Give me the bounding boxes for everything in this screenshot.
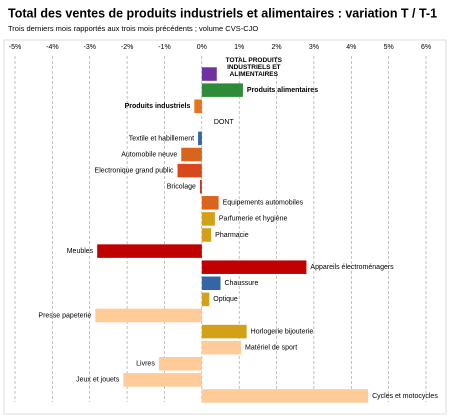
bar [201,67,217,81]
x-tick-label: -3% [84,44,96,51]
bar [201,324,247,339]
bar [201,292,210,307]
category-label: Electronique grand public [95,167,174,174]
bar [181,147,202,162]
x-tick-label: -1% [158,44,170,51]
category-label: Chaussure [225,280,259,287]
category-label: Automobile neuve [121,151,177,158]
bar [201,340,242,355]
category-label: Produits industriels [125,103,191,110]
bar [201,212,215,226]
category-label: Presse papeterie [38,312,91,319]
category-label: Cycles et motocycles [372,393,438,400]
bar [95,308,202,323]
category-label: Jeux et jouets [76,377,120,384]
category-label: Pharmacie [215,232,249,239]
x-tick-label: -4% [46,44,58,51]
x-tick-label: 1% [234,44,244,51]
bar [201,260,307,274]
x-tick-label: 0% [197,44,207,51]
category-label: Optique [213,296,238,303]
x-tick-label: 2% [271,44,281,51]
category-label: DONT [214,119,235,126]
category-label: Livres [136,361,155,368]
bar [201,228,212,242]
category-label: Matériel de sport [245,345,297,352]
bar [201,389,369,403]
x-tick-label: 6% [421,44,431,51]
category-label: Appareils électroménagers [310,264,394,271]
bar [177,163,202,178]
bar [194,99,202,113]
category-label: Meubles [67,248,94,255]
x-tick-label: 5% [384,44,394,51]
bar [97,244,202,258]
x-tick-label: 4% [346,44,356,51]
bar [123,373,202,387]
chart-subtitle: Trois derniers mois rapportés aux trois … [8,24,258,33]
category-label: Produits alimentaires [247,87,318,94]
category-label: Equipements automobiles [223,200,304,207]
x-tick-label: -2% [121,44,133,51]
bar [158,357,202,371]
x-tick-label: 3% [309,44,319,51]
bar [201,196,219,210]
bar [201,83,243,97]
category-label: Textile et habillement [129,135,194,142]
x-tick-label: -5% [9,44,21,51]
category-label: TOTAL PRODUITS INDUSTRIELS ET ALIMENTAIR… [225,57,282,79]
category-label: Horlogerie bijouterie [251,328,314,335]
total-label-box: TOTAL PRODUITS INDUSTRIELS ET ALIMENTAIR… [225,57,282,79]
category-label: Parfumerie et hygiène [219,216,288,223]
chart-title: Total des ventes de produits industriels… [8,6,437,20]
bar [198,131,202,146]
category-label: Bricolage [167,184,196,191]
chart-frame [3,39,447,415]
bar [199,179,202,194]
bar [201,276,221,291]
